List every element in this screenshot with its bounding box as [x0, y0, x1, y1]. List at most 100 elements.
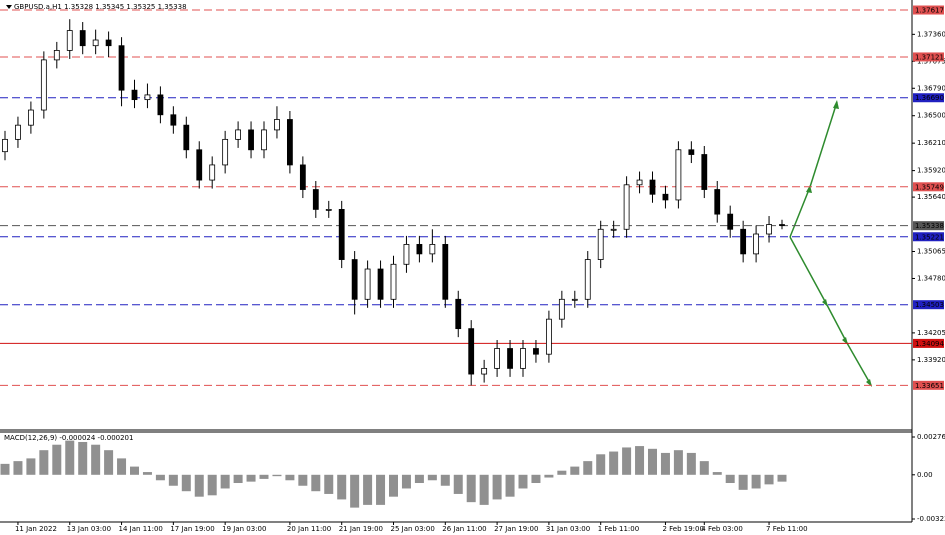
- y-tick-label: 1.37360: [917, 30, 945, 38]
- macd-bar: [492, 474, 502, 500]
- x-tick-label: 17 Jan 19:00: [170, 525, 214, 533]
- candle-body: [766, 224, 772, 235]
- macd-bar: [777, 474, 787, 482]
- chart-title: GBPUSD.a,H1 1.35328 1.35345 1.35325 1.35…: [14, 3, 187, 11]
- candle-body: [442, 244, 449, 300]
- macd-bar: [376, 474, 386, 505]
- candle-body: [481, 367, 488, 375]
- macd-bar: [673, 450, 683, 475]
- macd-bar: [453, 474, 463, 494]
- x-tick-label: 11 Jan 2022: [15, 525, 57, 533]
- candle-body: [636, 179, 643, 186]
- candle-body: [183, 124, 190, 151]
- macd-bar: [363, 474, 373, 505]
- candle-body: [286, 119, 293, 166]
- macd-title: MACD(12,26,9) -0.000024 -0.000201: [4, 434, 133, 442]
- macd-bar: [648, 448, 657, 475]
- macd-bar: [505, 474, 515, 497]
- candle-body: [40, 59, 47, 111]
- candle-body: [170, 114, 177, 126]
- macd-bar: [324, 474, 334, 494]
- x-tick-label: 25 Jan 03:00: [391, 525, 435, 533]
- macd-bar: [91, 444, 101, 475]
- x-tick-label: 27 Jan 19:00: [494, 525, 538, 533]
- y-tick-label: 1.35920: [917, 167, 945, 175]
- level-label: 1.36690: [915, 94, 944, 102]
- candle-body: [649, 179, 656, 195]
- macd-bar: [337, 474, 347, 500]
- y-tick-label: 1.36210: [917, 139, 945, 147]
- candle-body: [105, 39, 112, 47]
- macd-bar: [751, 474, 761, 489]
- candle-body: [558, 298, 565, 320]
- candle-body: [338, 209, 345, 260]
- candle-body: [455, 298, 462, 330]
- candle-body: [533, 348, 539, 355]
- macd-bar: [39, 450, 49, 475]
- macd-bar: [13, 461, 23, 475]
- level-label-box: [913, 5, 944, 15]
- candle-body: [312, 189, 319, 210]
- menu-arrow: [6, 5, 12, 9]
- candle-body: [274, 119, 280, 131]
- x-tick-label: 31 Jan 03:00: [546, 525, 590, 533]
- level-label: 1.35338: [915, 222, 944, 230]
- macd-bar: [544, 474, 554, 478]
- level-label-box: [913, 338, 944, 348]
- candle-body: [701, 154, 708, 190]
- x-tick-label: 21 Jan 19:00: [339, 525, 383, 533]
- candle-body: [2, 138, 8, 153]
- candle-body: [675, 149, 682, 201]
- level-label: 1.37617: [915, 7, 944, 15]
- level-label: 1.35749: [915, 183, 944, 191]
- macd-bar: [220, 474, 230, 489]
- forecast-arrows: [789, 100, 872, 387]
- candle-body: [753, 233, 759, 255]
- candle-body: [714, 189, 721, 215]
- macd-bar: [311, 474, 321, 492]
- y-tick-label: 1.36790: [917, 84, 945, 92]
- macd-bar: [466, 474, 476, 503]
- candle-body: [429, 244, 436, 255]
- candle-body: [520, 348, 526, 369]
- candle-body: [610, 228, 617, 231]
- macd-bar: [660, 452, 670, 475]
- macd-bar: [272, 474, 282, 477]
- macd-bar: [440, 474, 450, 486]
- candle-body: [688, 149, 695, 155]
- macd-bar: [738, 474, 748, 490]
- candle-body: [364, 268, 371, 300]
- macd-bar: [168, 474, 178, 486]
- candle-body: [196, 149, 203, 181]
- macd-bar: [583, 461, 593, 475]
- candle-body: [390, 263, 397, 300]
- candle-body: [92, 39, 99, 47]
- candle-body: [222, 138, 229, 166]
- candle-body: [27, 109, 34, 126]
- y-tick-label: 1.34205: [917, 329, 945, 337]
- candle-body: [66, 30, 73, 51]
- macd-bar: [686, 452, 696, 475]
- macd-bar: [285, 474, 295, 481]
- level-label-box: [913, 232, 944, 242]
- candle-body: [209, 164, 216, 181]
- level-label: 1.35221: [915, 233, 944, 241]
- candle-body: [727, 213, 734, 230]
- candle-body: [740, 228, 747, 255]
- y-tick-label: 0.00: [917, 471, 933, 479]
- macd-bar: [246, 474, 256, 482]
- x-tick-label: 4 Feb 03:00: [701, 525, 742, 533]
- macd-bar: [570, 466, 580, 475]
- y-tick-label: 1.33920: [917, 356, 945, 364]
- macd-bar: [259, 474, 269, 479]
- candle-body: [507, 348, 513, 369]
- candle-body: [468, 328, 475, 375]
- candle-body: [53, 50, 60, 61]
- candle-body: [571, 298, 578, 301]
- macd-bar: [764, 474, 774, 485]
- candle-body: [584, 259, 591, 300]
- x-tick-label: 1 Feb 11:00: [598, 525, 639, 533]
- level-label: 1.34503: [915, 301, 944, 309]
- macd-bar: [531, 474, 541, 484]
